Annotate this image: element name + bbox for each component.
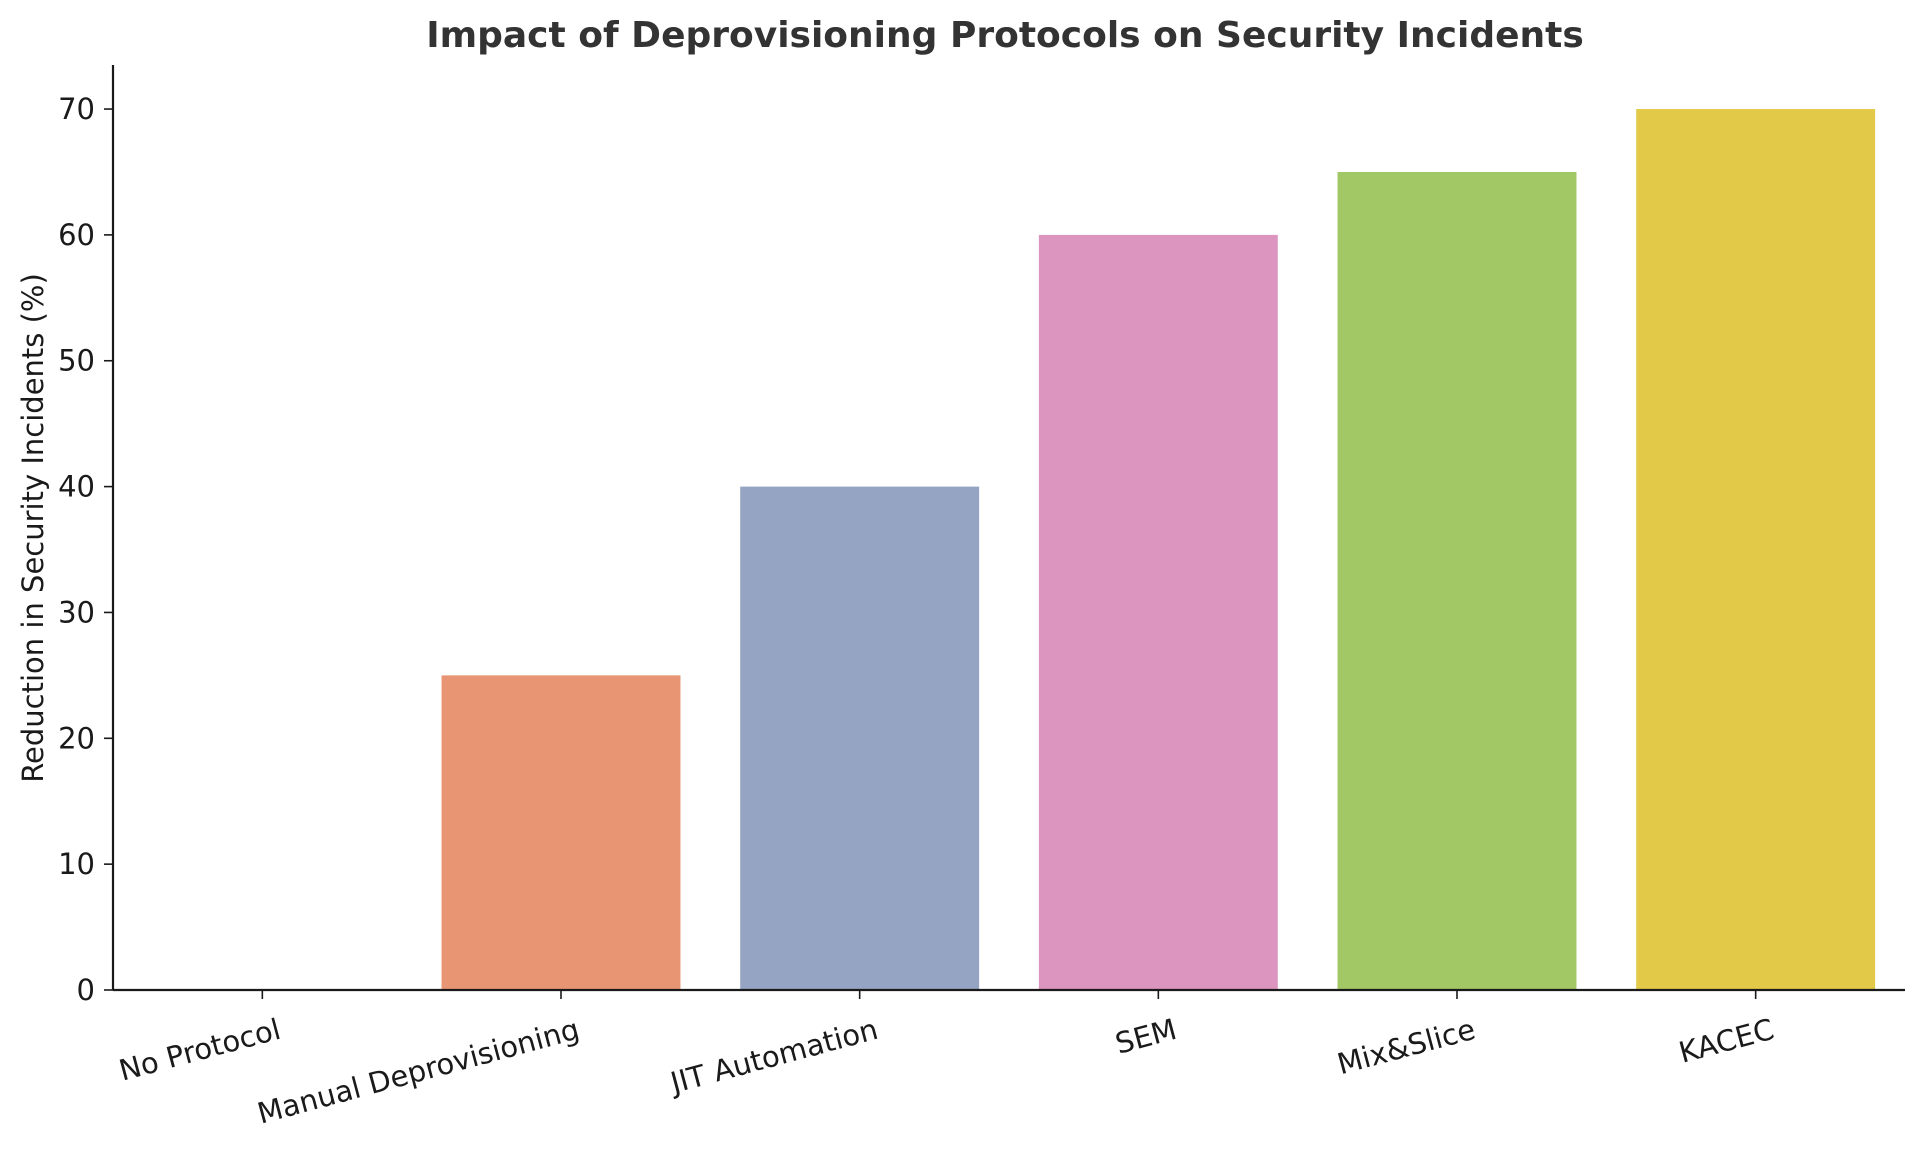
bar-mix-slice: [1337, 171, 1577, 991]
y-tick-label: 50: [58, 344, 95, 378]
y-tick-label: 40: [58, 470, 95, 504]
x-tick-label: KACEC: [1675, 1012, 1777, 1070]
bar-jit-automation: [740, 486, 980, 990]
bar-sem: [1038, 234, 1278, 991]
x-tick-label: No Protocol: [115, 1012, 284, 1088]
y-axis-ticks: 0 10 20 30 40 50 60 70: [58, 92, 113, 1007]
chart-title: Impact of Deprovisioning Protocols on Se…: [426, 15, 1584, 56]
y-tick-label: 20: [58, 721, 95, 755]
y-tick-label: 70: [58, 92, 95, 126]
x-tick-label: SEM: [1112, 1012, 1180, 1061]
y-tick-label: 30: [58, 595, 95, 629]
y-tick-label: 0: [77, 973, 95, 1007]
y-axis-label: Reduction in Security Incidents (%): [16, 273, 50, 783]
bar-manual-deprovisioning: [441, 675, 681, 990]
bars-layer: [441, 109, 1876, 991]
bar-kacec: [1636, 109, 1876, 991]
y-tick-label: 60: [58, 218, 95, 252]
x-tick-label: Mix&Slice: [1334, 1012, 1479, 1081]
x-tick-label: Manual Deprovisioning: [254, 1012, 583, 1131]
y-tick-label: 10: [58, 847, 95, 881]
x-tick-label: JIT Automation: [665, 1012, 881, 1100]
